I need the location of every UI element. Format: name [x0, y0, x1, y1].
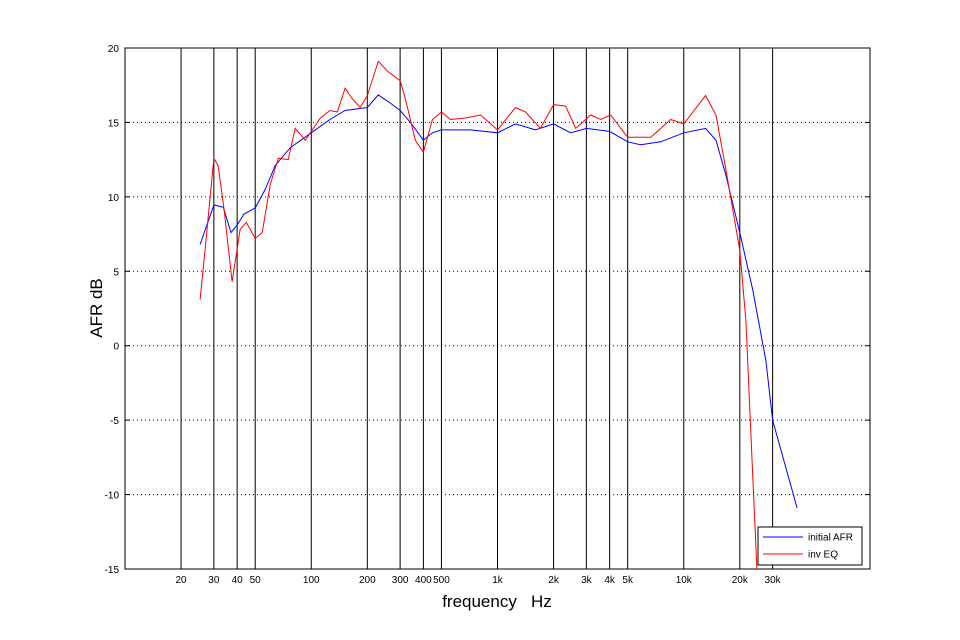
x-tick-label: 50 [250, 575, 262, 586]
y-tick-label: -10 [105, 491, 120, 502]
x-tick-label: 40 [232, 575, 244, 586]
x-tick-label: 30k [765, 575, 782, 586]
axes-box [124, 47, 871, 570]
x-tick-label: 10k [676, 575, 693, 586]
x-tick-label: 30 [208, 575, 220, 586]
data-line [199, 60, 758, 569]
x-tick-label: 3k [581, 575, 593, 586]
x-tick-label: 4k [604, 575, 616, 586]
x-tick-label: 1k [492, 575, 504, 586]
plot-lines [199, 60, 798, 569]
x-tick-label: 300 [392, 575, 409, 586]
x-tick-label: 500 [433, 575, 450, 586]
legend-label: initial AFR [808, 533, 853, 544]
y-tick-label: 15 [108, 118, 120, 129]
x-tick-label: 5k [622, 575, 634, 586]
y-tick-label: 5 [113, 267, 119, 278]
y-tick-label: -5 [110, 416, 119, 427]
x-tick-label: 400 [415, 575, 432, 586]
x-tick-label: 100 [303, 575, 320, 586]
legend-label: inv EQ [808, 550, 838, 561]
y-tick-label: -15 [105, 565, 120, 576]
y-tick-label: 20 [108, 44, 120, 55]
y-tick-label: 10 [108, 193, 120, 204]
x-axis-label: frequency Hz [442, 592, 552, 611]
legend-box [757, 526, 863, 566]
y-axis-label: AFR dB [87, 278, 106, 338]
data-line [199, 94, 798, 509]
x-tick-label: 20k [732, 575, 749, 586]
x-tick-label: 200 [359, 575, 376, 586]
y-tick-label: 0 [113, 342, 119, 353]
x-tick-label: 2k [548, 575, 560, 586]
x-tick-label: 20 [176, 575, 188, 586]
